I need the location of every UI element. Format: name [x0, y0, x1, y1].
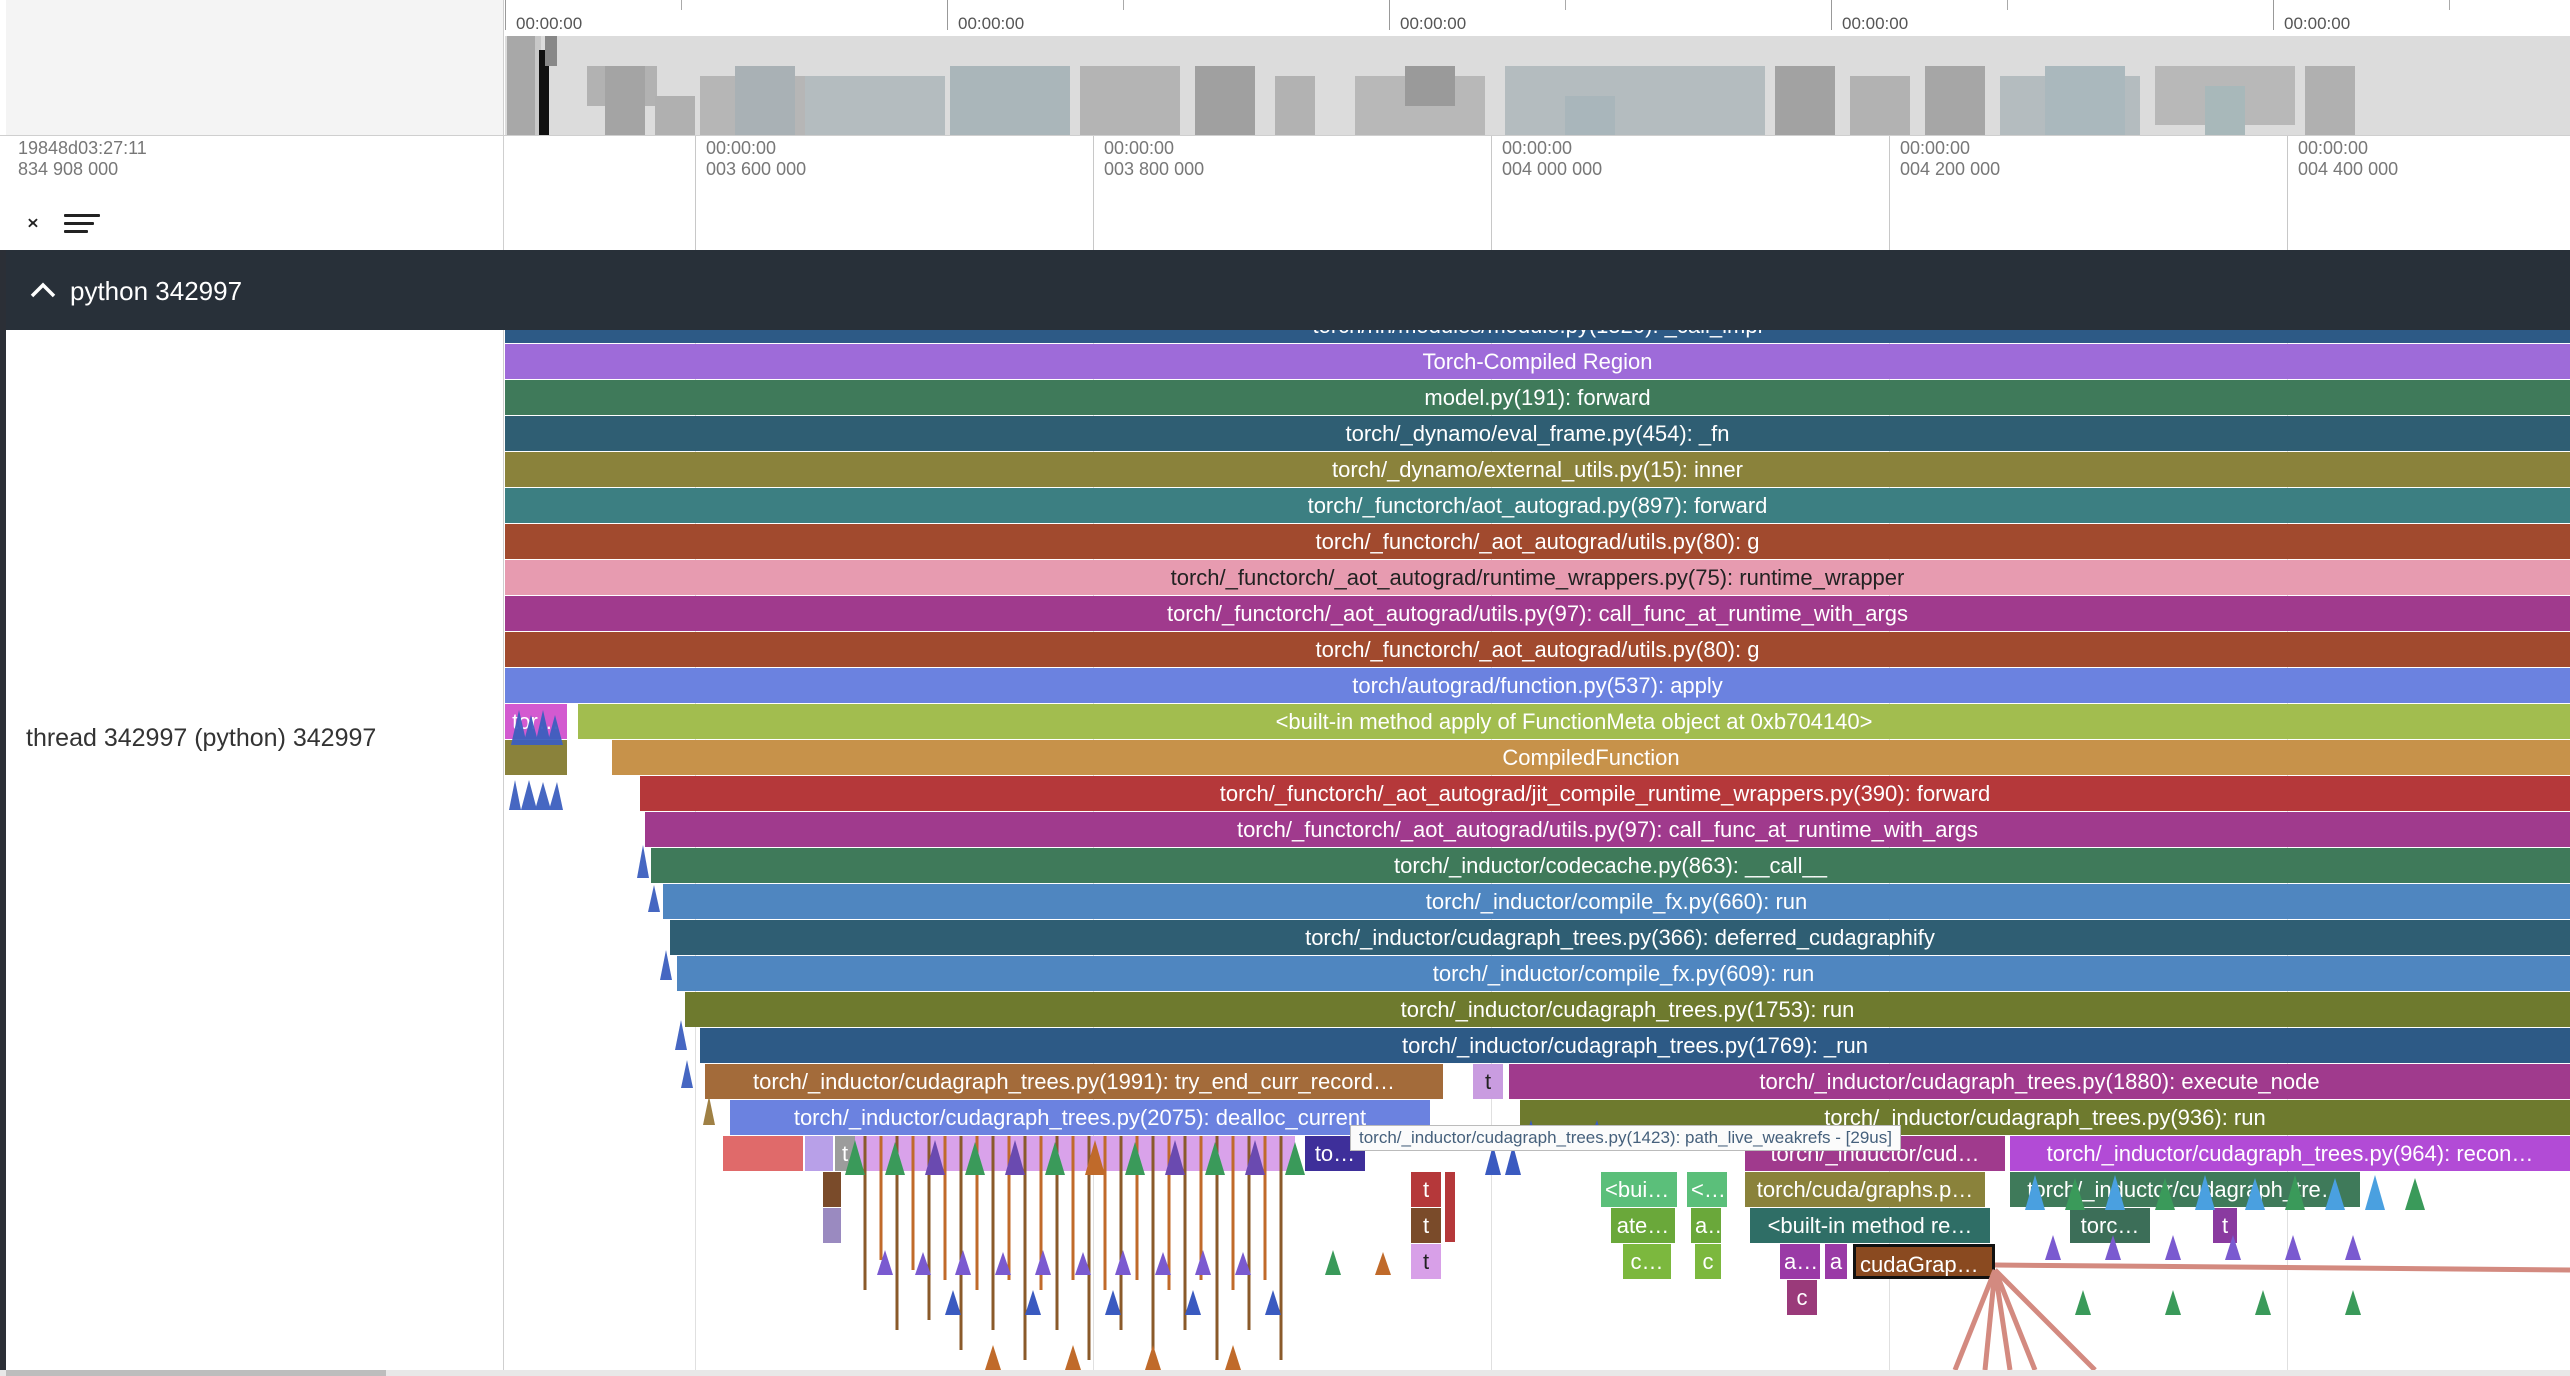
slice[interactable]: torch/_inductor/cudagraph_trees.py(366):… [670, 920, 2570, 955]
track-menu-icon[interactable] [64, 214, 100, 240]
slice[interactable]: t [1473, 1064, 1503, 1099]
flame-chart[interactable]: torch/nn/modules/module.py(1520): _call_… [505, 330, 2570, 1370]
slice[interactable]: <built-in method apply of FunctionMeta o… [578, 704, 2570, 739]
overview-minor-tick [681, 0, 682, 10]
slice[interactable]: t [1411, 1172, 1441, 1207]
slice[interactable]: model.py(191): forward [505, 380, 2570, 415]
slice[interactable]: torch/_inductor/cudagraph_tre… [2010, 1172, 2360, 1207]
overview-tick-label: 00:00:00 [2284, 14, 2351, 33]
slice[interactable]: c [1787, 1280, 1817, 1315]
overview-minor-tick [1123, 0, 1124, 10]
slice[interactable]: a [1825, 1244, 1847, 1279]
slice[interactable]: torch/_functorch/_aot_autograd/utils.py(… [645, 812, 2570, 847]
overview-tick-label: 00:00:00 [516, 14, 583, 33]
time-axis-tick: 00:00:00 003 600 000 [695, 136, 806, 251]
window-edge [0, 0, 6, 1376]
slice[interactable]: torc… [2070, 1208, 2150, 1243]
slice[interactable]: torch/cuda/graphs.p… [1745, 1172, 1985, 1207]
slice[interactable]: torch/_dynamo/external_utils.py(15): inn… [505, 452, 2570, 487]
slice[interactable]: <built-in method re… [1750, 1208, 1990, 1243]
time-axis-tick: 00:00:00 004 000 000 [1491, 136, 1602, 251]
slice[interactable]: torch/_inductor/compile_fx.py(609): run [677, 956, 2570, 991]
time-axis-left-panel: 19848d03:27:11 834 908 000 ⌄ ⌃ [6, 136, 504, 251]
slice[interactable]: torch/_inductor/codecache.py(863): __cal… [651, 848, 2570, 883]
tick-label-time: 00:00:00 [1104, 138, 1175, 158]
process-track-header[interactable]: python 342997 [6, 250, 2570, 330]
tick-label-ns: 004 400 000 [2298, 159, 2399, 179]
time-axis-tick: 00:00:00 004 200 000 [1889, 136, 2000, 251]
horizontal-scrollbar[interactable] [0, 1370, 2570, 1376]
slice[interactable]: torch/_inductor/cudagraph_trees.py(1753)… [685, 992, 2570, 1027]
scrollbar-thumb[interactable] [6, 1370, 386, 1376]
slice-selected[interactable]: cudaGraph… [1853, 1244, 1995, 1279]
overview-activity-bar[interactable] [505, 36, 2570, 135]
slice[interactable]: torch/nn/modules/module.py(1520): _call_… [505, 330, 2570, 343]
slice[interactable]: torch/_functorch/_aot_autograd/jit_compi… [640, 776, 2570, 811]
time-offset-line2: 834 908 000 [18, 159, 119, 179]
overview-left-panel [6, 0, 504, 135]
slice[interactable]: CompiledFunction [612, 740, 2570, 775]
overview-tick: 00:00:00 [2273, 0, 2350, 33]
slice[interactable]: torch/_functorch/_aot_autograd/utils.py(… [505, 632, 2570, 667]
overview-tick-label: 00:00:00 [1400, 14, 1467, 33]
slice[interactable]: c [1695, 1244, 1721, 1279]
slice[interactable]: Torch-Compiled Region [505, 344, 2570, 379]
slice[interactable]: torch/_inductor/cudagraph_trees.py(964):… [2010, 1136, 2570, 1171]
thread-label: thread 342997 (python) 342997 [26, 724, 377, 752]
slice[interactable]: torch/_inductor/cudagraph_trees.py(1880)… [1509, 1064, 2570, 1099]
slice[interactable]: t [1411, 1208, 1441, 1243]
slice[interactable]: <buil… [1601, 1172, 1677, 1207]
tick-label-time: 00:00:00 [1502, 138, 1573, 158]
collapse-all-icon[interactable]: ⌄ ⌃ [23, 204, 43, 243]
slice[interactable]: t [1411, 1244, 1441, 1279]
overview-tick-label: 00:00:00 [1842, 14, 1909, 33]
overview-activity-graphic [505, 36, 2570, 135]
slice[interactable]: t [2213, 1208, 2237, 1243]
overview-minor-tick [1565, 0, 1566, 10]
slice[interactable]: tor… [505, 704, 567, 739]
slice[interactable]: ate… [1611, 1208, 1675, 1243]
slice[interactable]: torch/_functorch/_aot_autograd/utils.py(… [505, 596, 2570, 631]
tick-label-time: 00:00:00 [706, 138, 777, 158]
process-title: python 342997 [70, 276, 243, 306]
slice[interactable]: torch/_inductor/cudagraph_trees.py(1769)… [700, 1028, 2570, 1063]
chevron-up-icon[interactable] [26, 274, 60, 308]
time-offset-line1: 19848d03:27:11 [18, 138, 147, 158]
slice[interactable]: a… [1691, 1208, 1721, 1243]
slice[interactable]: <… [1687, 1172, 1727, 1207]
slice[interactable]: torch/_inductor/compile_fx.py(660): run [663, 884, 2570, 919]
slice[interactable]: torch/autograd/function.py(537): apply [505, 668, 2570, 703]
slice[interactable]: torch/_functorch/_aot_autograd/runtime_w… [505, 560, 2570, 595]
time-axis-tick: 00:00:00 004 400 000 [2287, 136, 2398, 251]
slice-hover-tooltip: torch/_inductor/cudagraph_trees.py(1423)… [1350, 1125, 1901, 1151]
slice[interactable]: torch/_functorch/aot_autograd.py(897): f… [505, 488, 2570, 523]
overview-ticks: 00:00:00 00:00:00 00:00:00 00:00:00 00:0… [505, 0, 2570, 36]
tick-label-time: 00:00:00 [2298, 138, 2369, 158]
tick-label-ns: 004 200 000 [1900, 159, 2001, 179]
slice[interactable]: c… [1623, 1244, 1671, 1279]
slice[interactable]: torch/_inductor/cudagraph_trees.py(2075)… [730, 1100, 1430, 1135]
slice[interactable]: torch/_inductor/cudagraph_trees.py(1991)… [705, 1064, 1443, 1099]
thread-track-label-panel[interactable]: thread 342997 (python) 342997 [6, 330, 504, 1370]
tick-label-time: 00:00:00 [1900, 138, 1971, 158]
slice[interactable]: a… [1780, 1244, 1820, 1279]
overview-minor-tick [2449, 0, 2450, 10]
tick-label-ns: 004 000 000 [1502, 159, 1603, 179]
slice[interactable]: t [835, 1136, 855, 1171]
time-axis: 19848d03:27:11 834 908 000 ⌄ ⌃ 00:00:00 0… [0, 135, 2570, 251]
overview-tick: 00:00:00 [1389, 0, 1466, 33]
overview-timeline[interactable]: 00:00:00 00:00:00 00:00:00 00:00:00 00:0… [0, 0, 2570, 135]
slice[interactable]: torch/_dynamo/eval_frame.py(454): _fn [505, 416, 2570, 451]
slice[interactable]: torch/_functorch/_aot_autograd/utils.py(… [505, 524, 2570, 559]
tick-label-ns: 003 800 000 [1104, 159, 1205, 179]
overview-tick: 00:00:00 [1831, 0, 1908, 33]
overview-tick-label: 00:00:00 [958, 14, 1025, 33]
overview-minor-tick [2007, 0, 2008, 10]
overview-tick: 00:00:00 [947, 0, 1024, 33]
slice[interactable] [505, 740, 567, 775]
overview-tick: 00:00:00 [505, 0, 582, 33]
tick-label-ns: 003 600 000 [706, 159, 807, 179]
time-axis-tick: 00:00:00 003 800 000 [1093, 136, 1204, 251]
